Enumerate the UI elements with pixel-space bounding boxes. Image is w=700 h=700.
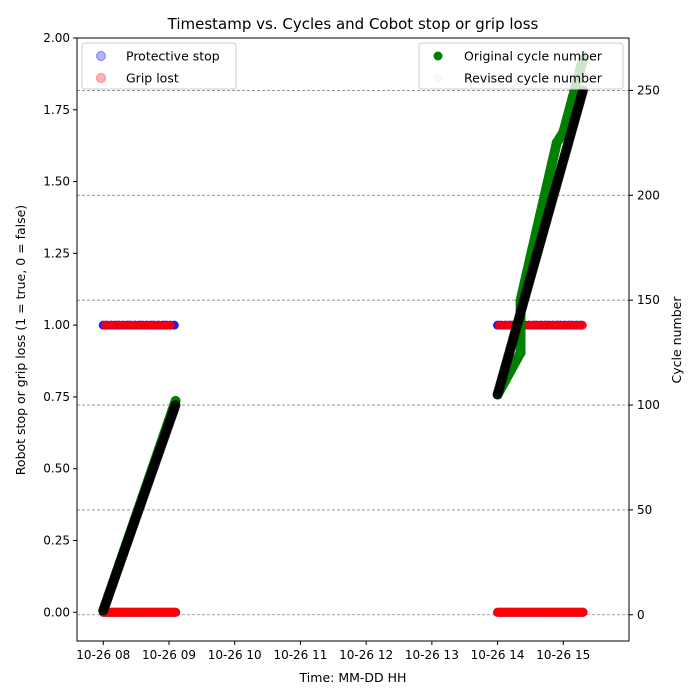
y-left-tick-label: 1.00 (43, 318, 70, 332)
y-right-tick-label: 100 (637, 398, 660, 412)
x-tick-label: 10-26 14 (471, 648, 525, 662)
legend-label: Grip lost (126, 71, 179, 86)
y-left-tick-label: 0.00 (43, 605, 70, 619)
series-group (98, 53, 588, 617)
grip-lost-point (577, 320, 587, 330)
x-tick-label: 10-26 08 (76, 648, 130, 662)
legend-marker (433, 51, 443, 61)
legend-left-box (81, 42, 237, 90)
y-left-tick-label: 0.75 (43, 390, 70, 404)
y-right-tick-label: 50 (637, 503, 652, 517)
y-left-tick-label: 1.50 (43, 175, 70, 189)
y-axis-right-label: Cycle number (669, 296, 684, 384)
plot-frame (76, 37, 630, 642)
grip-lost-point (171, 607, 181, 617)
y-left-tick-label: 1.25 (43, 246, 70, 260)
grip-lost-point (165, 320, 175, 330)
revised-cycle-point (170, 400, 181, 411)
x-tick-label: 10-26 15 (536, 648, 590, 662)
x-tick-label: 10-26 12 (339, 648, 393, 662)
y-right-tick-label: 200 (637, 188, 660, 202)
axes: 0.00 0.25 0.50 0.75 1.00 1.25 1.50 1.75 2.00 0 50 1… (43, 31, 660, 662)
legend-marker (96, 73, 106, 83)
legend-marker (96, 51, 106, 61)
legend-right-box (418, 42, 624, 90)
legend-label: Original cycle number (464, 49, 603, 64)
x-tick-label: 10-26 13 (405, 648, 459, 662)
legend-label: Revised cycle number (464, 71, 603, 86)
grip-lost-point (578, 607, 588, 617)
legend-left: Protective stop Grip lost (81, 42, 237, 90)
y-right-tick-label: 250 (637, 83, 660, 97)
legend-right: Original cycle number Revised cycle numbe… (418, 42, 624, 90)
chart-title: Timestamp vs. Cycles and Cobot stop or g… (167, 15, 539, 33)
y-left-tick-label: 2.00 (43, 31, 70, 45)
y-left-tick-label: 0.25 (43, 534, 70, 548)
x-tick-label: 10-26 11 (273, 648, 327, 662)
y-left-tick-label: 0.50 (43, 462, 70, 476)
legend-label: Protective stop (126, 49, 220, 64)
x-tick-label: 10-26 09 (142, 648, 196, 662)
x-tick-label: 10-26 10 (208, 648, 262, 662)
y-left-tick-label: 1.75 (43, 103, 70, 117)
legend-marker (433, 73, 443, 83)
y-right-tick-label: 0 (637, 608, 645, 622)
y-right-tick-label: 150 (637, 293, 660, 307)
x-axis-label: Time: MM-DD HH (299, 670, 407, 685)
series-revised-cycle (98, 85, 588, 616)
y-axis-left-label: Robot stop or grip loss (1 = true, 0 = f… (13, 205, 28, 475)
